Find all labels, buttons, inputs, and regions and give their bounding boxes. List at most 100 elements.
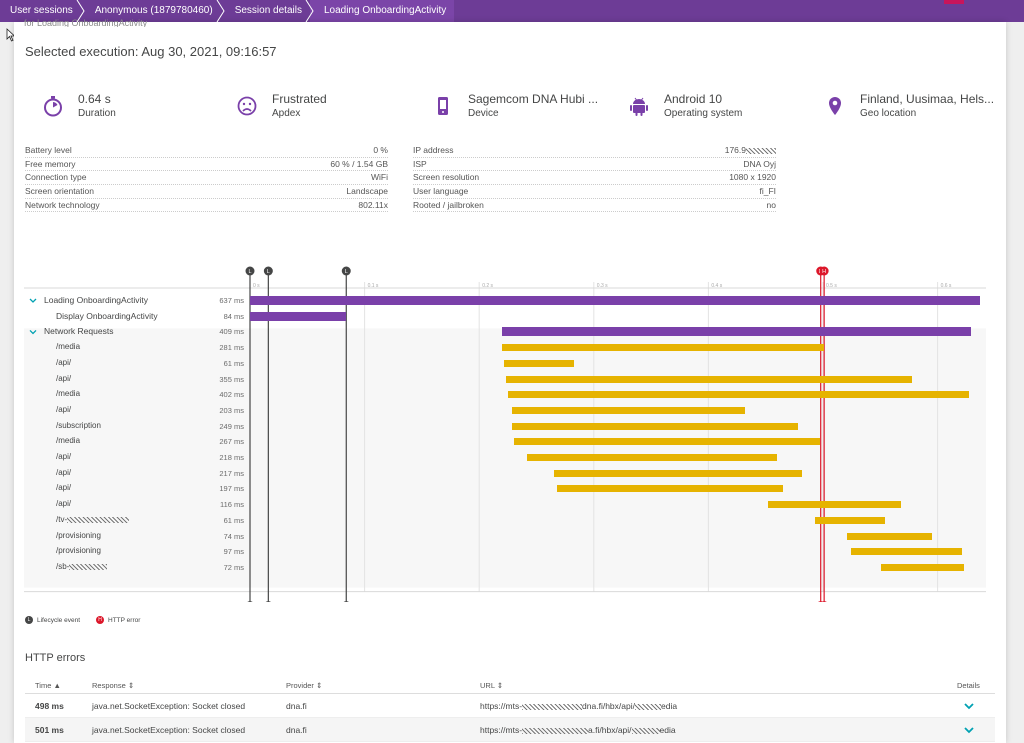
property-row: Screen resolution 1080 x 1920 xyxy=(413,171,776,186)
timeline-row-label[interactable]: Display OnboardingActivity xyxy=(56,310,158,321)
action-bar[interactable] xyxy=(502,327,971,337)
selected-execution-title: Selected execution: Aug 30, 2021, 09:16:… xyxy=(25,44,277,59)
request-bar[interactable] xyxy=(504,359,575,367)
property-row: ISP DNA Oyj xyxy=(413,158,776,172)
timeline-row-label[interactable]: Network Requests xyxy=(44,326,114,337)
timeline-row-label[interactable]: /api/ xyxy=(56,499,72,509)
request-bar[interactable] xyxy=(502,344,825,352)
device-properties-left: Battery level 0 % Free memory 60 % / 1.54 G… xyxy=(25,144,388,213)
request-bar[interactable] xyxy=(847,532,932,540)
property-key: Connection type xyxy=(25,172,87,183)
breadcrumb-anonymous-user[interactable]: Anonymous (1879780460) xyxy=(81,0,225,22)
http-error-icon: H xyxy=(96,616,104,624)
lifecycle-event-icon[interactable]: L xyxy=(342,601,351,602)
table-row[interactable]: 498 ms java.net.SocketException: Socket … xyxy=(25,694,995,718)
request-bar[interactable] xyxy=(527,454,778,461)
waterfall-timeline: 0 s 0.1 s 0.2 s 0.3 s 0.4 s 0.5 s 0.6 s L L L L L L H… xyxy=(24,244,986,602)
col-time[interactable]: Time ▲ xyxy=(35,681,61,690)
timeline-row-duration: 281 ms xyxy=(219,343,244,353)
timeline-row-label[interactable]: /media xyxy=(56,342,81,352)
timeline-row-duration: 217 ms xyxy=(219,468,244,478)
timeline-row-duration: 97 ms xyxy=(223,547,244,557)
http-error-icon[interactable]: H xyxy=(819,266,829,276)
expand-chevron-icon[interactable] xyxy=(29,329,37,335)
request-bar[interactable] xyxy=(814,516,885,524)
timeline-row-label[interactable]: /subscription xyxy=(56,420,101,430)
request-bar[interactable] xyxy=(513,438,820,446)
timeline-row-label[interactable]: /api/ xyxy=(56,452,72,461)
network-group-background xyxy=(24,328,986,588)
timeline-row-label[interactable]: /api/ xyxy=(56,373,72,383)
property-key: User language xyxy=(413,186,469,197)
timeline-row-label[interactable]: /api/ xyxy=(56,404,72,414)
svg-text:L: L xyxy=(267,269,270,275)
timeline-row-label[interactable]: /media xyxy=(56,389,81,399)
col-url[interactable]: URL ⇕ xyxy=(480,681,504,690)
lifecycle-event-icon[interactable]: L xyxy=(263,266,273,276)
timeline-row-label[interactable]: /provisioning xyxy=(56,546,101,556)
timeline-row-duration: 116 ms xyxy=(219,500,244,510)
panel-subtitle: for Loading OnboardingActivity xyxy=(24,19,148,27)
axis-tick-label: 0.6 s xyxy=(941,283,952,289)
action-bar[interactable] xyxy=(250,296,980,305)
property-key: Rooted / jailbroken xyxy=(413,199,484,210)
property-value: DNA Oyj xyxy=(743,158,776,169)
lifecycle-event-icon[interactable]: L xyxy=(245,266,255,276)
timeline-row-label[interactable]: /api/ xyxy=(56,357,72,367)
timeline-row-label[interactable]: Loading OnboardingActivity xyxy=(44,295,148,305)
timeline-row-label[interactable]: /api/ xyxy=(56,483,72,493)
breadcrumb: User sessions Anonymous (1879780460) Ses… xyxy=(0,0,1024,22)
frustrated-face-icon xyxy=(237,96,257,116)
property-key: Free memory xyxy=(25,158,76,169)
legend-lifecycle: L Lifecycle event xyxy=(25,616,80,624)
timeline-row-duration: 637 ms xyxy=(219,296,244,305)
request-bar[interactable] xyxy=(850,548,962,556)
axis-tick-label: 0.4 s xyxy=(711,283,722,289)
breadcrumb-user-sessions[interactable]: User sessions xyxy=(0,0,85,22)
property-value: WiFi xyxy=(371,172,388,183)
breadcrumb-loading-onboarding[interactable]: Loading OnboardingActivity xyxy=(309,0,455,22)
request-bar[interactable] xyxy=(557,485,783,493)
axis-tick-label: 0.1 s xyxy=(368,283,379,289)
request-bar[interactable] xyxy=(507,391,969,399)
timeline-row-label[interactable]: /media xyxy=(56,436,81,446)
property-key: Network technology xyxy=(25,199,100,210)
timeline-row-label[interactable]: /tv- xyxy=(56,515,130,524)
lifecycle-event-icon[interactable]: L xyxy=(341,266,351,276)
request-bar[interactable] xyxy=(512,422,798,430)
mouse-cursor-icon xyxy=(6,28,16,42)
table-row[interactable]: 501 ms java.net.SocketException: Socket … xyxy=(25,718,995,742)
col-details: Details xyxy=(957,681,980,690)
http-error-icon[interactable]: H xyxy=(820,601,829,602)
property-key: Battery level xyxy=(25,145,72,155)
lifecycle-event-icon[interactable]: L xyxy=(246,601,255,602)
timeline-row-label[interactable]: /api/ xyxy=(56,467,72,477)
property-row: User language fi_FI xyxy=(413,185,776,199)
request-bar[interactable] xyxy=(505,375,913,383)
device-icon xyxy=(438,97,448,115)
request-bar[interactable] xyxy=(767,501,901,509)
property-row: Network technology 802.11x xyxy=(25,199,388,213)
lifecycle-event-icon[interactable]: L xyxy=(264,601,273,602)
request-bar[interactable] xyxy=(881,563,964,571)
timeline-row-label[interactable]: /sb- xyxy=(56,562,108,571)
breadcrumb-session-details[interactable]: Session details xyxy=(221,0,314,22)
stat-geo-location: Finland, Uusimaa, Hels... Geo location xyxy=(824,92,994,120)
request-bar[interactable] xyxy=(512,406,746,414)
chevron-down-icon[interactable] xyxy=(963,702,975,710)
timeline-row-duration: 267 ms xyxy=(219,437,244,447)
action-bar[interactable] xyxy=(250,311,347,321)
col-response[interactable]: Response ⇕ xyxy=(92,681,135,690)
chevron-down-icon[interactable] xyxy=(963,726,975,734)
timeline-row-duration: 61 ms xyxy=(223,515,244,525)
timeline-row-label[interactable]: /provisioning xyxy=(56,530,101,540)
property-value: Landscape xyxy=(346,186,388,197)
stat-apdex: Frustrated Apdex xyxy=(236,92,327,120)
axis-tick-label: 0.5 s xyxy=(826,283,837,289)
expand-chevron-icon[interactable] xyxy=(29,298,37,303)
col-provider[interactable]: Provider ⇕ xyxy=(286,681,323,690)
request-bar[interactable] xyxy=(553,469,803,477)
property-value: 802.11x xyxy=(358,199,388,210)
property-row: Rooted / jailbroken no xyxy=(413,199,776,213)
timeline-row-duration: 197 ms xyxy=(219,484,244,494)
